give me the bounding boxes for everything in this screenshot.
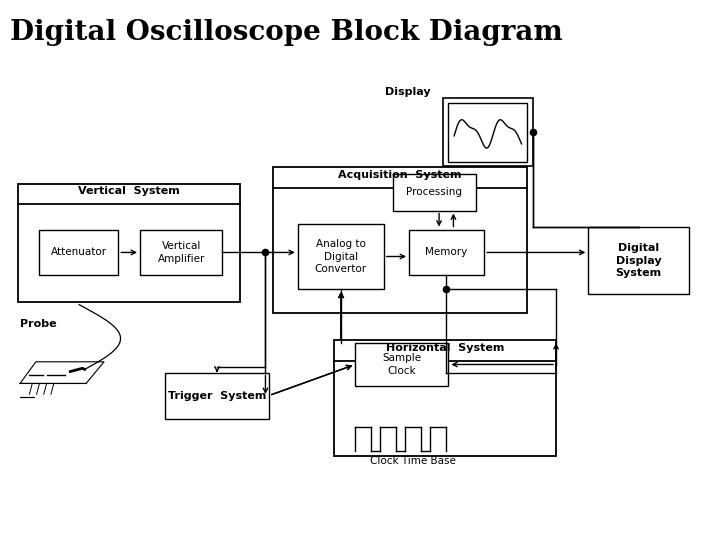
Text: Probe: Probe	[20, 319, 57, 329]
Bar	[355, 343, 449, 386]
Text: Analog to
Digital
Convertor: Analog to Digital Convertor	[315, 239, 367, 274]
Bar	[273, 167, 527, 313]
Text: Vertical
Amplifier: Vertical Amplifier	[158, 241, 205, 264]
Bar	[18, 184, 240, 302]
Text: Acquisition  System: Acquisition System	[338, 170, 462, 180]
Bar	[40, 230, 118, 275]
Text: Memory: Memory	[426, 247, 468, 258]
Bar	[333, 340, 556, 456]
Text: Horizontal  System: Horizontal System	[386, 343, 504, 353]
Bar	[298, 224, 384, 289]
Bar	[165, 373, 269, 418]
Text: Processing: Processing	[406, 187, 462, 197]
Text: Display: Display	[384, 87, 431, 97]
Bar	[449, 103, 527, 162]
Bar	[588, 227, 689, 294]
Bar	[409, 230, 485, 275]
Text: Digital
Display
System: Digital Display System	[616, 243, 662, 278]
Bar	[140, 230, 222, 275]
Text: Trigger  System: Trigger System	[168, 390, 266, 401]
Text: Digital Oscilloscope Block Diagram: Digital Oscilloscope Block Diagram	[10, 19, 563, 46]
Text: Attenuator: Attenuator	[51, 247, 107, 258]
Bar	[393, 174, 476, 211]
Text: Clock Time Base: Clock Time Base	[369, 456, 456, 467]
Text: Sample
Clock: Sample Clock	[382, 353, 421, 376]
Bar	[443, 98, 533, 166]
Text: Vertical  System: Vertical System	[78, 186, 180, 197]
